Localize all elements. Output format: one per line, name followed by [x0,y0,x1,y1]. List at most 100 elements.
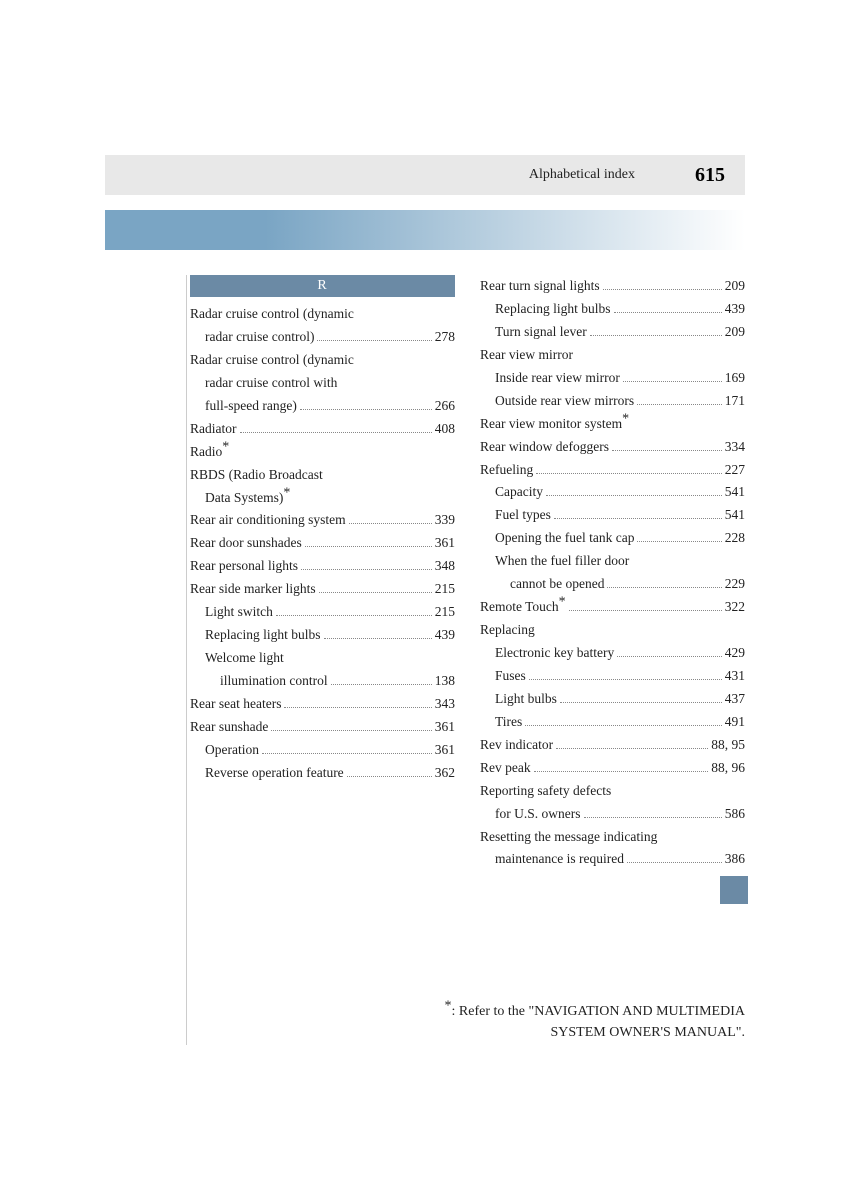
entry-page: 361 [435,532,455,555]
entry-label: Data Systems)* [205,487,290,510]
index-entry: Replacing [480,619,745,642]
leader-dots [546,495,722,496]
leader-dots [536,473,722,474]
leader-dots [324,638,432,639]
entry-page: 138 [435,670,455,693]
entry-label: Remote Touch* [480,596,566,619]
index-entry: Light bulbs437 [480,688,745,711]
index-content: R Radar cruise control (dynamicradar cru… [190,275,745,871]
leader-dots [271,730,431,731]
entry-label: Radar cruise control (dynamic [190,349,354,372]
leader-dots [617,656,722,657]
entry-page: 339 [435,509,455,532]
entry-label: Rear turn signal lights [480,275,600,298]
entry-label: Replacing light bulbs [205,624,321,647]
entry-page: 278 [435,326,455,349]
index-entry: Rear sunshade 361 [190,716,455,739]
leader-dots [554,518,722,519]
entry-page: 169 [725,367,745,390]
index-entry: Tires 491 [480,711,745,734]
entry-page: 361 [435,739,455,762]
leader-dots [525,725,721,726]
footnote: *: Refer to the "NAVIGATION AND MULTIMED… [355,1001,745,1043]
leader-dots [331,684,432,685]
leader-dots [529,679,722,680]
leader-dots [584,817,722,818]
leader-dots [534,771,709,772]
index-entry: Rev peak88, 96 [480,757,745,780]
index-entry: Fuel types541 [480,504,745,527]
index-entry: Replacing light bulbs439 [480,298,745,321]
entry-label: Opening the fuel tank cap [495,527,634,550]
left-rule [186,275,187,1045]
entry-label: Resetting the message indicating [480,826,657,849]
entry-page: 541 [725,481,745,504]
index-entry: Refueling227 [480,459,745,482]
index-entry: Welcome light [190,647,455,670]
leader-dots [560,702,722,703]
entry-label: Welcome light [205,647,284,670]
index-entry: maintenance is required386 [480,848,745,871]
leader-dots [614,312,722,313]
index-entry: Rear window defoggers334 [480,436,745,459]
entry-label: Rear sunshade [190,716,268,739]
entry-label: Tires [495,711,522,734]
leader-dots [300,409,432,410]
index-entry: full-speed range) 266 [190,395,455,418]
entry-page: 491 [725,711,745,734]
header-page: 615 [695,164,725,187]
index-entry: Radar cruise control (dynamic [190,349,455,372]
leader-dots [305,546,432,547]
index-entry: Light switch215 [190,601,455,624]
entry-page: 361 [435,716,455,739]
index-entry: Remote Touch*322 [480,596,745,619]
entry-label: Radio* [190,441,229,464]
entry-page: 266 [435,395,455,418]
index-entry: RBDS (Radio Broadcast [190,464,455,487]
star-icon: * [283,485,290,500]
index-entry: Capacity 541 [480,481,745,504]
index-entry: Rear seat heaters343 [190,693,455,716]
index-entry: Rev indicator88, 95 [480,734,745,757]
leader-dots [637,404,722,405]
entry-page: 171 [725,390,745,413]
star-icon: * [445,998,452,1013]
leader-dots [319,592,432,593]
index-entry: Turn signal lever209 [480,321,745,344]
entry-page: 386 [725,848,745,871]
entry-label: Rear window defoggers [480,436,609,459]
index-entry: radar cruise control)278 [190,326,455,349]
entry-label: Operation [205,739,259,762]
index-entry: When the fuel filler door [480,550,745,573]
entry-label: Rear seat heaters [190,693,281,716]
leader-dots [612,450,722,451]
entry-label: RBDS (Radio Broadcast [190,464,323,487]
index-entry: Rear turn signal lights209 [480,275,745,298]
star-icon: * [222,439,229,454]
entry-page: 88, 96 [711,757,745,780]
index-entry: Rear door sunshades361 [190,532,455,555]
header-title: Alphabetical index [529,167,635,183]
index-entry: Reverse operation feature362 [190,762,455,785]
entry-label: Rear view monitor system* [480,413,629,436]
entry-page: 439 [435,624,455,647]
entry-label: full-speed range) [205,395,297,418]
right-column: Rear turn signal lights209Replacing ligh… [480,275,745,871]
entry-page: 229 [725,573,745,596]
index-entry: for U.S. owners586 [480,803,745,826]
leader-dots [590,335,722,336]
leader-dots [347,776,432,777]
entry-page: 541 [725,504,745,527]
index-entry: Radar cruise control (dynamic [190,303,455,326]
leader-dots [317,340,431,341]
entry-label: Rear view mirror [480,344,573,367]
entry-page: 227 [725,459,745,482]
entry-label: Capacity [495,481,543,504]
entry-label: Fuses [495,665,526,688]
entry-label: Rear side marker lights [190,578,316,601]
entry-label: Radar cruise control (dynamic [190,303,354,326]
entry-page: 408 [435,418,455,441]
star-icon: * [622,411,629,426]
left-column: R Radar cruise control (dynamicradar cru… [190,275,455,871]
entry-label: illumination control [220,670,328,693]
